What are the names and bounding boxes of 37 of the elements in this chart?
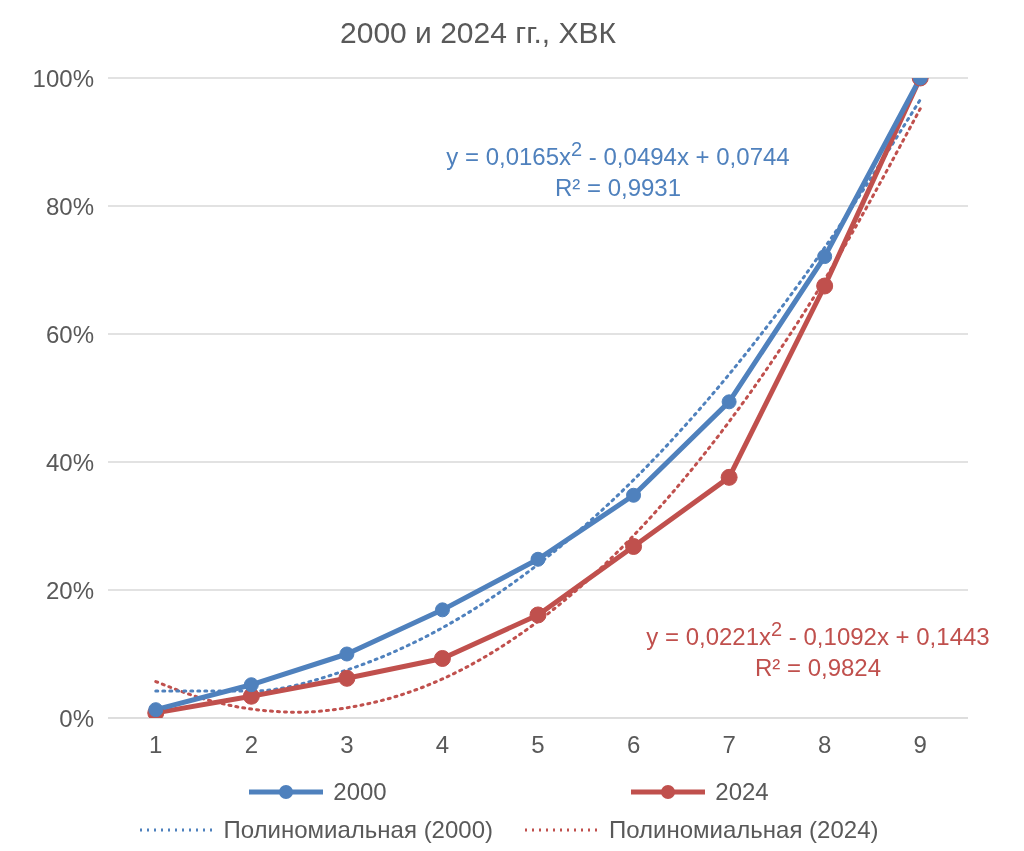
point xyxy=(721,394,737,410)
x-tick-label: 9 xyxy=(913,731,927,759)
legend-label: 2000 xyxy=(333,778,387,806)
y-tick-label: 60% xyxy=(45,320,94,348)
annotation: R² = 0,9824 xyxy=(754,654,882,681)
y-tick-label: 0% xyxy=(59,704,94,732)
point xyxy=(625,537,643,555)
x-tick-label: 2 xyxy=(244,731,259,759)
chart-title: 2000 и 2024 гг., ХВК xyxy=(340,16,616,49)
point xyxy=(529,606,547,624)
legend-label: Полиномиальная (2000) xyxy=(223,816,493,844)
x-tick-label: 3 xyxy=(340,731,354,759)
point xyxy=(626,487,642,503)
point xyxy=(817,249,833,265)
point xyxy=(433,649,451,667)
point xyxy=(816,277,834,295)
y-tick-label: 80% xyxy=(45,192,94,220)
x-tick-label: 4 xyxy=(435,731,450,759)
y-tick-label: 100% xyxy=(32,64,94,92)
point xyxy=(530,551,546,567)
y-tick-label: 20% xyxy=(45,576,94,604)
annotation: R² = 0,9931 xyxy=(554,174,682,201)
annotation: y = 0,0221x$^{2}$ - 0,1092x + 0,1443 xyxy=(646,618,990,650)
x-tick-label: 1 xyxy=(149,731,163,759)
point xyxy=(339,646,355,662)
point xyxy=(720,468,738,486)
point xyxy=(338,669,356,687)
legend-label: Полиномиальная (2024) xyxy=(609,816,879,844)
x-tick-label: 6 xyxy=(626,731,641,759)
legend-label: 2024 xyxy=(715,778,769,806)
annotation: y = 0,0165x$^{2}$ - 0,0494x + 0,0744 xyxy=(446,138,790,170)
point xyxy=(434,602,450,618)
x-tick-label: 5 xyxy=(531,731,545,759)
y-tick-label: 40% xyxy=(45,448,94,476)
x-tick-label: 7 xyxy=(722,731,736,759)
point xyxy=(243,677,259,693)
x-tick-label: 8 xyxy=(817,731,832,759)
